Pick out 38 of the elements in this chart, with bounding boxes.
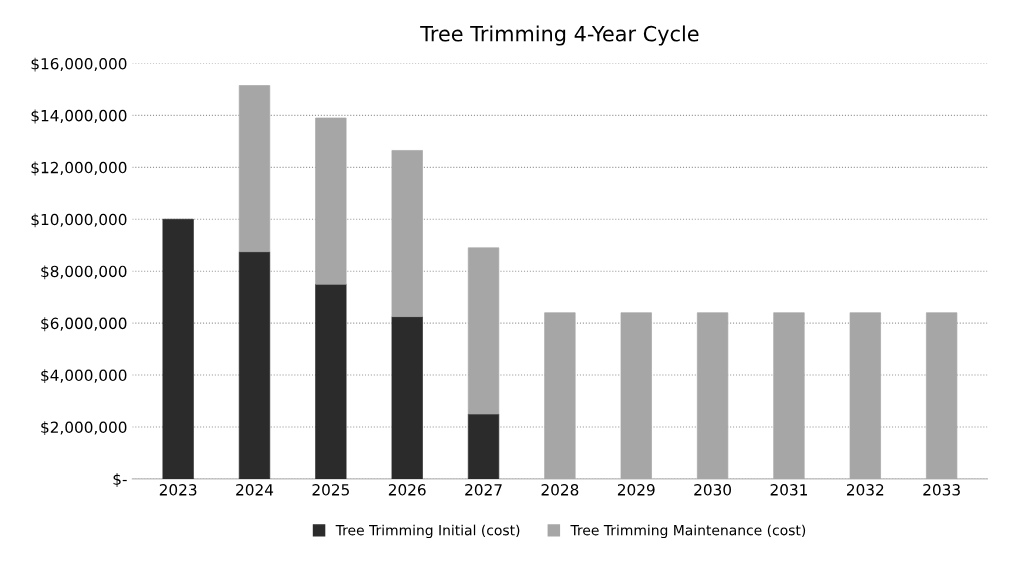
y-tick-label: $12,000,000: [31, 161, 127, 176]
x-tick-label: 2027: [465, 484, 502, 496]
legend-label: Tree Trimming Maintenance (cost): [570, 524, 806, 539]
y-tick-label: $10,000,000: [31, 213, 127, 228]
bar: [696, 312, 729, 479]
bar: [315, 117, 347, 285]
x-tick-label: 2025: [312, 484, 349, 496]
x-tick-label: 2023: [159, 484, 197, 496]
x-tick-label: 2029: [617, 484, 655, 496]
x-tick-label: 2026: [388, 484, 426, 496]
y-tick-label: $-: [113, 473, 127, 487]
x-tick-label: 2030: [694, 484, 732, 496]
bar: [620, 312, 652, 479]
x-tick-label: 2033: [923, 484, 960, 496]
bar: [849, 312, 881, 479]
y-tick-label: $14,000,000: [31, 109, 127, 124]
bar: [773, 312, 805, 479]
x-tick-label: 2028: [541, 484, 579, 496]
bar: [467, 413, 500, 479]
x-tick-label: 2031: [770, 484, 807, 496]
chart-title: Tree Trimming 4-Year Cycle: [420, 25, 699, 46]
bar: [162, 218, 194, 479]
x-tick-label: 2032: [846, 484, 884, 496]
y-tick-label: $8,000,000: [41, 265, 127, 280]
bar: [238, 251, 271, 479]
y-tick-label: $16,000,000: [31, 57, 127, 72]
bar: [315, 283, 347, 479]
bar: [926, 312, 958, 479]
bar: [467, 247, 500, 415]
y-tick-label: $6,000,000: [41, 317, 127, 332]
legend-label: Tree Trimming Initial (cost): [335, 524, 520, 539]
bar: [238, 85, 271, 253]
bar: [544, 312, 576, 479]
y-tick-label: $2,000,000: [41, 421, 127, 436]
bar: [391, 150, 423, 317]
bar: [391, 316, 423, 479]
x-tick-label: 2024: [236, 484, 274, 496]
y-tick-label: $4,000,000: [41, 369, 127, 384]
